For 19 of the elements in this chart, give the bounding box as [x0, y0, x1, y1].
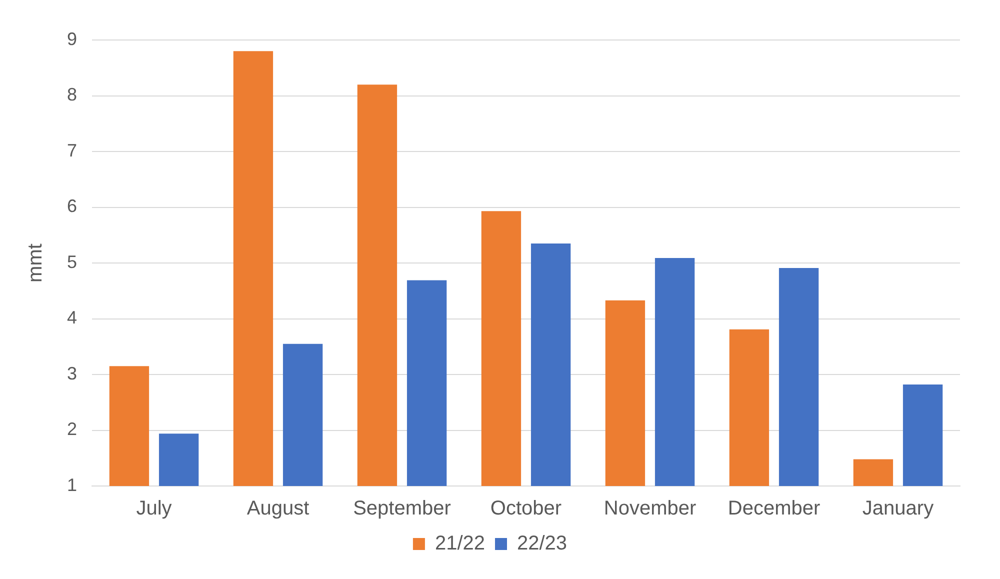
y-tick-label: 7 — [66, 140, 78, 160]
y-tick-label: 4 — [66, 308, 78, 328]
x-tick-label: December — [728, 498, 820, 520]
legend-label: 21/22 — [434, 532, 486, 555]
y-tick-label: 6 — [66, 196, 78, 216]
x-tick-label: September — [353, 498, 452, 520]
x-tick-label: November — [604, 498, 696, 520]
y-axis-title: mmt — [24, 243, 47, 282]
y-tick-label: 5 — [66, 252, 78, 272]
legend-label: 22/23 — [517, 532, 568, 555]
x-tick-label: October — [490, 498, 562, 520]
x-tick-label: January — [862, 498, 934, 520]
y-tick-label: 9 — [66, 28, 78, 49]
y-tick-label: 1 — [66, 474, 78, 495]
x-tick-label: August — [246, 498, 310, 520]
y-tick-label: 8 — [66, 84, 78, 105]
y-tick-label: 2 — [66, 419, 78, 440]
x-tick-label: July — [136, 498, 172, 520]
y-tick-label: 3 — [66, 363, 78, 384]
